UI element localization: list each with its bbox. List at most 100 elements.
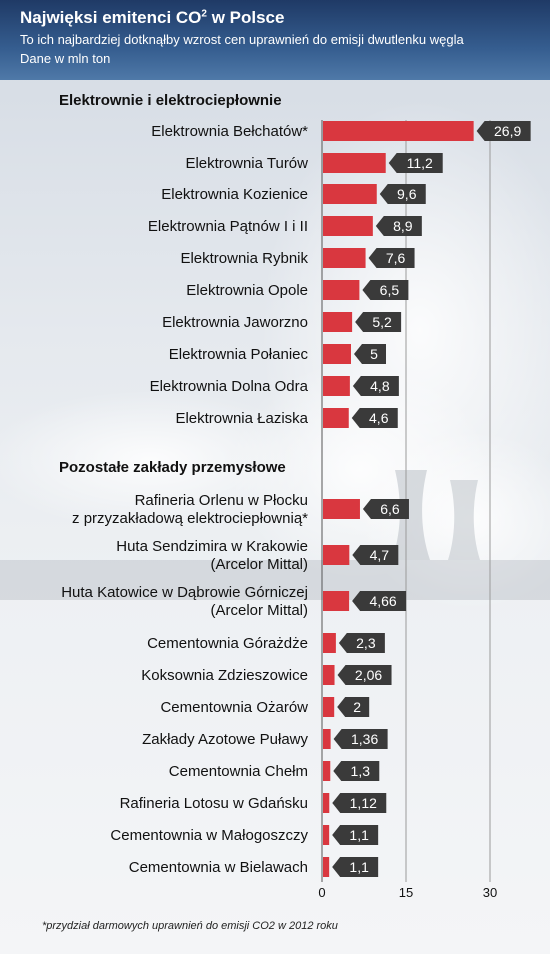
value-tag-bg	[338, 633, 385, 653]
bar	[323, 376, 350, 396]
value-tag-bg	[352, 545, 399, 565]
value-label: 2,06	[355, 667, 382, 683]
bar	[323, 591, 350, 611]
value-label: 8,9	[393, 218, 413, 234]
value-label: 1,36	[351, 731, 378, 747]
x-tick-label: 0	[318, 885, 325, 900]
value-label: 1,12	[350, 795, 377, 811]
section-title: Elektrownie i elektrociepłownie	[59, 92, 282, 109]
unit-note: Dane w mln ton	[20, 51, 111, 66]
category-label: Huta Sendzimira w Krakowie	[116, 538, 308, 555]
bar	[323, 793, 330, 813]
x-tick-label: 30	[483, 885, 497, 900]
value-tag: 4,7	[352, 545, 399, 565]
footnote: *przydział darmowych uprawnień do emisji…	[42, 920, 338, 932]
value-tag-bg	[368, 248, 415, 268]
bar	[323, 697, 335, 717]
category-label: (Arcelor Mittal)	[210, 602, 308, 619]
value-label: 5,2	[372, 314, 392, 330]
category-label: Cementownia w Małogoszczy	[110, 827, 308, 844]
value-label: 7,6	[386, 250, 406, 266]
bar	[323, 499, 360, 519]
subtitle: To ich najbardziej dotknąłby wzrost cen …	[20, 32, 464, 47]
category-label: (Arcelor Mittal)	[210, 556, 308, 573]
category-label: Elektrownia Dolna Odra	[150, 378, 309, 395]
category-label: Koksownia Zdzieszowice	[141, 667, 308, 684]
x-tick-label: 15	[399, 885, 413, 900]
value-tag: 8,9	[375, 216, 422, 236]
value-tag-bg	[351, 408, 398, 428]
value-tag: 26,9	[476, 121, 531, 141]
value-label: 5	[370, 346, 378, 362]
category-label: Rafineria Lotosu w Gdańsku	[120, 795, 308, 812]
bar	[323, 408, 349, 428]
category-label: Zakłady Azotowe Puławy	[142, 731, 308, 748]
bar	[323, 121, 474, 141]
value-label: 4,66	[369, 593, 396, 609]
value-tag-bg	[362, 499, 409, 519]
value-tag-bg	[476, 121, 531, 141]
bar	[323, 248, 366, 268]
value-tag-bg	[337, 697, 370, 717]
value-tag-bg	[333, 729, 388, 749]
value-label: 1,1	[349, 859, 369, 875]
value-tag: 4,66	[352, 591, 407, 611]
value-tag-bg	[362, 280, 409, 300]
bar	[323, 545, 350, 565]
bar	[323, 216, 373, 236]
value-tag: 5,2	[355, 312, 402, 332]
value-tag-bg	[352, 376, 399, 396]
category-label: Elektrownia Opole	[186, 282, 308, 299]
value-tag: 1,3	[333, 761, 380, 781]
category-label: Elektrownia Rybnik	[180, 250, 308, 267]
value-tag-bg	[388, 153, 443, 173]
bar	[323, 280, 360, 300]
category-label: Elektrownia Kozienice	[161, 186, 308, 203]
value-tag: 4,8	[352, 376, 399, 396]
value-label: 2,3	[356, 635, 376, 651]
value-label: 4,7	[370, 547, 390, 563]
category-label: Rafineria Orlenu w Płocku	[135, 492, 308, 509]
value-label: 26,9	[494, 123, 521, 139]
value-tag: 6,5	[362, 280, 409, 300]
value-tag-bg	[332, 793, 387, 813]
value-tag-bg	[379, 184, 426, 204]
value-tag: 5	[354, 344, 386, 364]
value-tag: 7,6	[368, 248, 415, 268]
bar	[323, 633, 336, 653]
value-tag: 9,6	[379, 184, 426, 204]
category-label: Elektrownia Jaworzno	[162, 314, 308, 331]
bar	[323, 857, 330, 877]
value-tag-bg	[332, 825, 379, 845]
category-label: Elektrownia Pątnów I i II	[148, 218, 308, 235]
bar	[323, 761, 331, 781]
category-label: Huta Katowice w Dąbrowie Górniczej	[61, 584, 308, 601]
value-tag-bg	[352, 591, 407, 611]
value-label: 6,5	[380, 282, 400, 298]
value-tag: 6,6	[362, 499, 409, 519]
value-tag-bg	[332, 857, 379, 877]
bar	[323, 729, 331, 749]
value-tag: 1,1	[332, 825, 379, 845]
value-tag: 2,06	[337, 665, 392, 685]
value-tag: 4,6	[351, 408, 398, 428]
category-label: Elektrownia Połaniec	[169, 346, 309, 363]
bar	[323, 184, 377, 204]
value-label: 2	[353, 699, 361, 715]
value-tag-bg	[337, 665, 392, 685]
value-tag-bg	[375, 216, 422, 236]
value-tag: 11,2	[388, 153, 443, 173]
value-tag: 1,36	[333, 729, 388, 749]
category-label: z przyzakładową elektrociepłownią*	[72, 510, 308, 527]
category-label: Cementownia Chełm	[169, 763, 308, 780]
bar	[323, 825, 330, 845]
value-label: 6,6	[380, 501, 400, 517]
bar	[323, 344, 351, 364]
value-label: 11,2	[407, 155, 433, 171]
bar	[323, 153, 386, 173]
value-label: 1,1	[349, 827, 369, 843]
category-label: Cementownia Ożarów	[160, 699, 308, 716]
